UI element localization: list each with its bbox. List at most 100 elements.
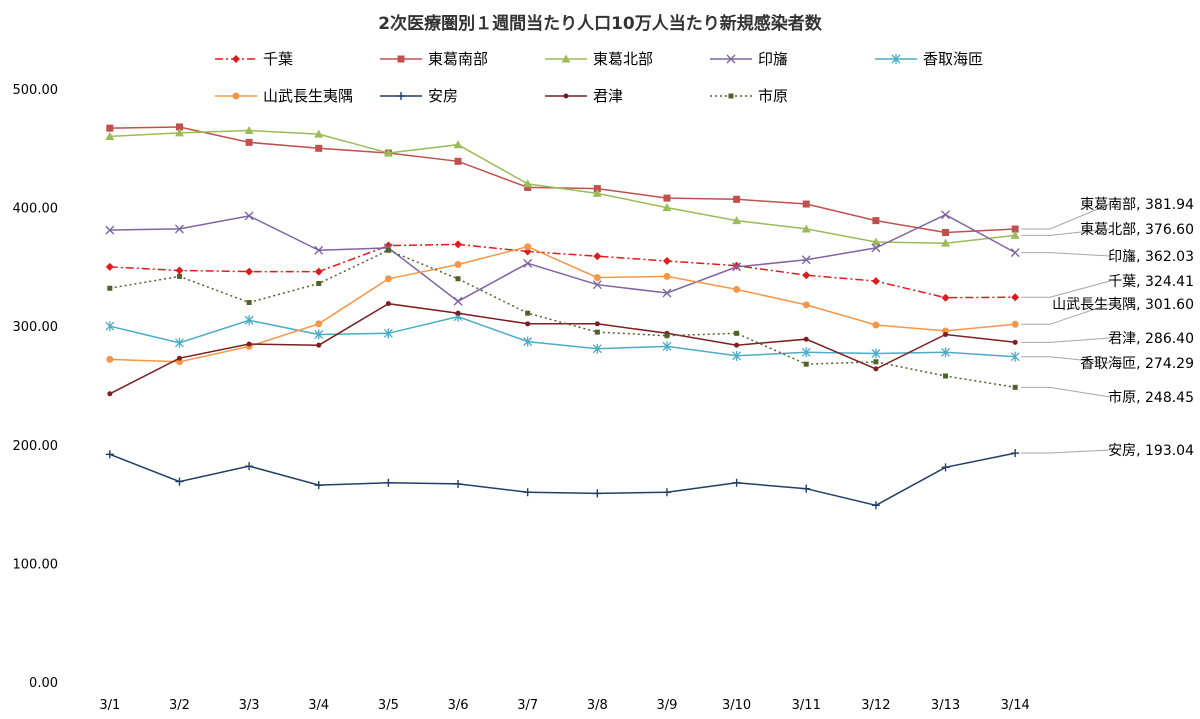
data-point xyxy=(802,484,811,493)
data-point xyxy=(455,310,461,316)
data-point xyxy=(872,321,880,329)
data-point xyxy=(175,477,184,486)
x-tick-label: 3/7 xyxy=(517,698,538,713)
y-tick-label: 0.00 xyxy=(29,676,58,691)
data-point xyxy=(383,328,393,339)
data-point xyxy=(454,261,462,269)
legend-item: 山武長生夷隅 xyxy=(215,87,353,105)
x-tick-label: 3/12 xyxy=(861,698,890,713)
legend-marker xyxy=(397,92,405,100)
x-tick-label: 3/6 xyxy=(448,698,469,713)
legend-item: 市原 xyxy=(710,87,788,105)
x-tick-label: 3/5 xyxy=(378,698,399,713)
data-point xyxy=(943,373,949,379)
data-point xyxy=(942,229,950,237)
data-point xyxy=(592,343,602,354)
leader-line xyxy=(1021,203,1111,230)
data-point xyxy=(454,157,462,165)
end-label-text: 安房, 193.04 xyxy=(1108,443,1194,459)
data-point xyxy=(1012,384,1018,390)
data-point xyxy=(662,488,671,497)
leader-line xyxy=(1021,449,1111,454)
x-tick-label: 3/8 xyxy=(587,698,608,713)
data-point xyxy=(801,347,811,358)
legend-item: 香取海匝 xyxy=(875,50,983,68)
y-tick-label: 200.00 xyxy=(13,439,59,454)
y-tick-label: 300.00 xyxy=(13,320,59,335)
data-point xyxy=(1010,248,1020,258)
end-label: 東葛南部, 381.94 xyxy=(1021,197,1194,230)
data-point xyxy=(734,330,740,336)
series-2 xyxy=(105,126,1020,247)
data-point xyxy=(315,320,323,328)
data-point xyxy=(871,348,881,359)
x-tick-label: 3/11 xyxy=(792,698,821,713)
end-label: 千葉, 324.41 xyxy=(1021,274,1194,298)
data-point xyxy=(1010,230,1020,239)
data-point xyxy=(871,237,881,246)
data-point xyxy=(244,211,254,221)
end-labels: 東葛南部, 381.94 東葛北部, 376.60 印旛, 362.03 千葉, 32… xyxy=(1021,197,1194,459)
data-point xyxy=(662,256,671,265)
data-point xyxy=(314,481,323,490)
end-label-text: 東葛北部, 376.60 xyxy=(1080,222,1194,238)
end-label-text: 市原, 248.45 xyxy=(1108,389,1194,406)
series-3 xyxy=(105,210,1020,306)
end-label: 東葛北部, 376.60 xyxy=(1021,222,1194,238)
legend-item: 君津 xyxy=(545,87,623,105)
data-point xyxy=(871,243,881,253)
data-point xyxy=(734,342,740,348)
data-point xyxy=(105,225,115,235)
data-point xyxy=(1010,351,1020,362)
end-label-text: 山武長生夷隅, 301.60 xyxy=(1052,297,1194,313)
data-point xyxy=(1011,293,1020,302)
data-point xyxy=(594,321,600,327)
x-axis: 3/1 3/2 3/3 3/4 3/5 3/6 3/7 3/8 3/9 3/10 3/11 3/12 3… xyxy=(99,698,1029,713)
data-point xyxy=(942,327,950,335)
y-axis: 0.00 100.00 200.00 300.00 400.00 500.00 xyxy=(13,83,59,691)
x-tick-label: 3/9 xyxy=(657,698,678,713)
data-point xyxy=(175,358,183,366)
legend-item: 東葛南部 xyxy=(380,50,488,68)
series-layer xyxy=(105,123,1020,510)
legend-item: 印旛 xyxy=(710,50,788,68)
data-point xyxy=(314,129,324,138)
data-point xyxy=(663,194,671,202)
data-point xyxy=(873,359,879,365)
legend-label: 千葉 xyxy=(263,50,293,68)
end-label-text: 千葉, 324.41 xyxy=(1108,274,1194,290)
x-tick-label: 3/3 xyxy=(239,698,260,713)
legend-marker xyxy=(232,55,240,63)
data-point xyxy=(662,341,672,352)
series-line xyxy=(109,129,1016,244)
data-point xyxy=(662,203,672,212)
y-tick-label: 100.00 xyxy=(13,557,59,572)
data-point xyxy=(871,277,880,286)
legend-item: 千葉 xyxy=(215,50,293,68)
data-point xyxy=(105,321,115,332)
legend-label: 香取海匝 xyxy=(923,50,983,68)
data-point xyxy=(246,341,252,347)
data-point xyxy=(523,258,533,268)
series-line xyxy=(109,245,1016,363)
data-point xyxy=(802,200,810,208)
data-point xyxy=(315,144,323,152)
legend-label: 安房 xyxy=(428,87,458,105)
series-8 xyxy=(107,247,1018,390)
end-label-text: 東葛南部, 381.94 xyxy=(1080,197,1194,213)
data-point xyxy=(523,336,533,347)
data-point xyxy=(175,123,183,131)
data-point xyxy=(664,333,670,339)
end-label: 市原, 248.45 xyxy=(1021,386,1194,406)
legend-item: 安房 xyxy=(380,87,458,105)
data-point xyxy=(106,124,114,132)
data-point xyxy=(1012,339,1018,345)
data-point xyxy=(175,337,184,348)
data-point xyxy=(801,224,811,233)
data-point xyxy=(872,217,880,225)
end-label: 山武長生夷隅, 301.60 xyxy=(1021,297,1194,325)
data-point xyxy=(593,185,601,193)
data-point xyxy=(523,179,533,188)
data-point xyxy=(175,266,184,275)
